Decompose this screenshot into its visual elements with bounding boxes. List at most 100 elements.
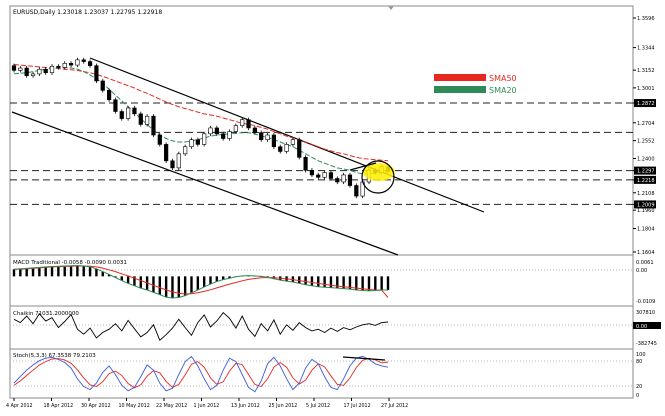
stoch-signal-line xyxy=(13,357,389,389)
macd-bar xyxy=(329,276,333,288)
macd-bar xyxy=(317,276,320,287)
macd-bar xyxy=(196,276,200,290)
macd-bar xyxy=(126,276,130,284)
candle-body xyxy=(37,68,42,75)
macd-bar xyxy=(25,268,28,277)
price-label: 1.2400 xyxy=(637,156,655,162)
stoch-axis-80: 80 xyxy=(636,359,642,365)
highlight-trendline[interactable] xyxy=(349,162,377,171)
candle-body xyxy=(233,125,238,132)
candle-body xyxy=(189,139,194,148)
price-label-box xyxy=(634,175,656,184)
candle-body xyxy=(284,144,289,152)
macd-bar xyxy=(88,266,92,277)
macd-bar xyxy=(342,276,345,289)
macd-bar xyxy=(298,276,301,284)
macd-bar xyxy=(95,268,98,277)
highlight-yellow xyxy=(363,163,395,181)
candle-body xyxy=(24,67,29,76)
price-label: 1.2108 xyxy=(637,191,655,197)
macd-bar xyxy=(152,276,155,293)
macd-bar xyxy=(361,276,364,291)
price-label-box xyxy=(634,200,656,209)
candle-body xyxy=(290,139,296,145)
macd-bar xyxy=(304,276,307,285)
price-label: 1.2872 xyxy=(637,101,655,107)
candle-body xyxy=(221,133,226,139)
macd-bar xyxy=(50,266,54,277)
macd-bar xyxy=(310,276,314,286)
candle-body xyxy=(164,144,169,162)
candle-body xyxy=(303,157,308,171)
channel-lower-line[interactable] xyxy=(11,111,399,256)
price-label: 1.1604 xyxy=(637,250,655,256)
macd-bar xyxy=(114,276,117,278)
highlight-circle[interactable] xyxy=(361,160,395,194)
candle-body xyxy=(106,90,112,101)
macd-bar xyxy=(57,266,60,277)
price-label: 1.2009 xyxy=(637,202,655,208)
candle-body xyxy=(68,63,74,66)
macd-bar xyxy=(171,276,174,298)
candle-body xyxy=(309,169,315,176)
candle-body xyxy=(214,127,219,135)
price-label: 1.3596 xyxy=(637,16,655,22)
shift-marker-icon[interactable] xyxy=(388,6,394,10)
macd-bar xyxy=(12,269,16,277)
candle-body xyxy=(354,185,359,197)
price-axis: 1.3596 1.3344 1.3152 1.3001 1.2872 1.2704 1.25… xyxy=(633,16,656,256)
macd-axis-bottom: -0.0109 xyxy=(636,299,655,305)
candle-body xyxy=(49,65,55,74)
candle-body xyxy=(18,67,23,71)
macd-bar xyxy=(202,276,206,287)
price-label-box xyxy=(634,99,656,108)
candle-body xyxy=(30,73,36,76)
macd-bar xyxy=(158,276,161,295)
macd-axis-top: 0.0061 xyxy=(636,260,654,266)
candle-body xyxy=(43,68,48,74)
candle-body xyxy=(151,115,156,136)
macd-bar xyxy=(63,266,66,277)
candle-body xyxy=(322,172,327,178)
macd-bar xyxy=(374,276,377,291)
price-label: 1.3152 xyxy=(637,68,655,74)
candle-body xyxy=(341,174,346,183)
candle-body xyxy=(347,174,353,186)
candle-body xyxy=(113,99,118,112)
macd-bar xyxy=(386,276,390,290)
stoch-main-line xyxy=(13,355,389,393)
macd-bar xyxy=(107,274,111,277)
candle-body xyxy=(335,178,340,183)
time-label: 27 Jul 2012 xyxy=(381,403,408,409)
chaikin-axis-zero: 0.00 xyxy=(636,324,647,330)
macd-bar xyxy=(44,266,47,277)
time-label: 5 Jul 2012 xyxy=(306,403,330,409)
candle-body xyxy=(240,119,245,126)
candle-body xyxy=(259,132,264,140)
macd-main-line xyxy=(13,264,388,299)
channel-upper-line[interactable] xyxy=(89,57,485,213)
candle-body xyxy=(75,59,80,66)
main-header: EURUSD,Daily 1.23018 1.23037 1.22795 1.2… xyxy=(13,9,162,16)
candle-body xyxy=(208,127,213,135)
macd-bar xyxy=(209,276,212,285)
candle-body xyxy=(119,111,124,119)
macd-bar xyxy=(221,276,225,280)
time-label: 4 Apr 2012 xyxy=(6,403,33,409)
chaikin-axis-bottom: -382745 xyxy=(636,341,657,347)
chaikin-axis-top: 307810 xyxy=(636,310,655,316)
candle-body xyxy=(328,172,334,179)
candle-body xyxy=(271,134,276,148)
macd-bar xyxy=(31,267,35,277)
candle-body xyxy=(138,113,143,125)
macd-bar xyxy=(323,276,326,288)
stoch-label: Stoch(5,3,3) 67.3538 79.2103 xyxy=(13,353,96,359)
time-label: 10 May 2012 xyxy=(119,403,150,409)
price-label-box xyxy=(634,166,656,175)
time-label: 22 May 2012 xyxy=(156,403,187,409)
stoch-divergence-line[interactable] xyxy=(342,356,386,361)
chart-frame xyxy=(9,5,634,399)
price-label: 1.2218 xyxy=(637,178,655,184)
